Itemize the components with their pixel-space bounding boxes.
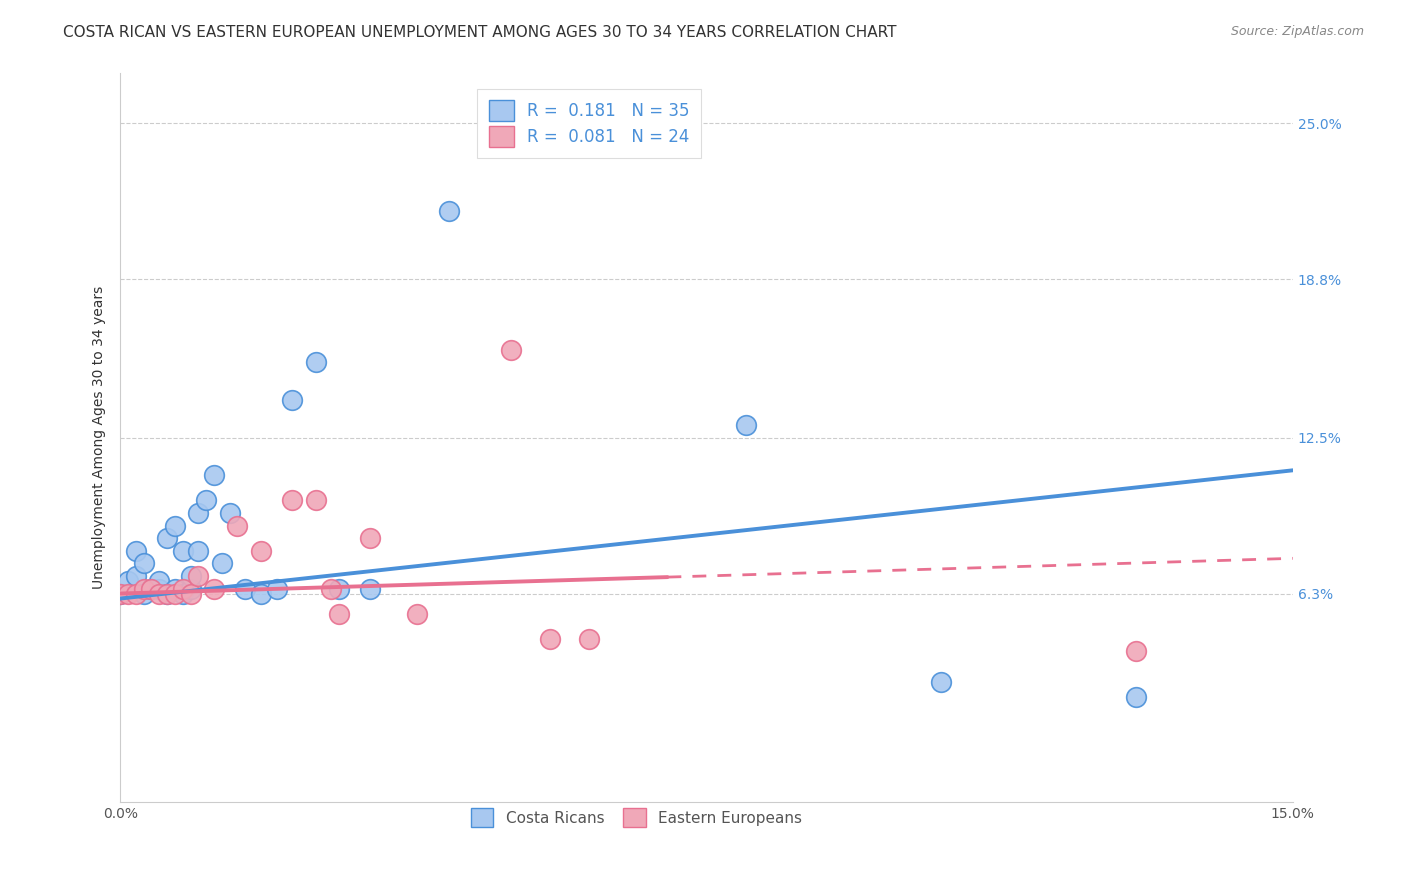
Point	[148, 586, 170, 600]
Point	[156, 531, 179, 545]
Point	[359, 531, 381, 545]
Point	[132, 582, 155, 596]
Point	[218, 506, 240, 520]
Point	[578, 632, 600, 646]
Point	[148, 574, 170, 588]
Point	[163, 518, 186, 533]
Point	[132, 557, 155, 571]
Y-axis label: Unemployment Among Ages 30 to 34 years: Unemployment Among Ages 30 to 34 years	[93, 286, 107, 590]
Point	[187, 506, 209, 520]
Point	[359, 582, 381, 596]
Point	[163, 586, 186, 600]
Point	[250, 543, 273, 558]
Point	[141, 582, 163, 596]
Point	[195, 493, 218, 508]
Point	[163, 582, 186, 596]
Point	[141, 582, 163, 596]
Point	[172, 543, 194, 558]
Point	[281, 493, 304, 508]
Point	[328, 607, 350, 621]
Point	[226, 518, 249, 533]
Point	[734, 418, 756, 433]
Point	[281, 392, 304, 407]
Text: COSTA RICAN VS EASTERN EUROPEAN UNEMPLOYMENT AMONG AGES 30 TO 34 YEARS CORRELATI: COSTA RICAN VS EASTERN EUROPEAN UNEMPLOY…	[63, 25, 897, 40]
Point	[110, 586, 132, 600]
Point	[1125, 690, 1147, 704]
Point	[305, 355, 328, 369]
Point	[172, 586, 194, 600]
Point	[148, 582, 170, 596]
Point	[321, 582, 343, 596]
Point	[187, 569, 209, 583]
Point	[929, 674, 952, 689]
Point	[305, 493, 328, 508]
Point	[125, 569, 148, 583]
Point	[538, 632, 561, 646]
Point	[180, 586, 202, 600]
Point	[202, 468, 225, 483]
Legend: Costa Ricans, Eastern Europeans: Costa Ricans, Eastern Europeans	[463, 801, 810, 835]
Point	[499, 343, 522, 357]
Point	[180, 569, 202, 583]
Point	[233, 582, 256, 596]
Point	[132, 586, 155, 600]
Point	[1125, 644, 1147, 658]
Text: Source: ZipAtlas.com: Source: ZipAtlas.com	[1230, 25, 1364, 38]
Point	[328, 582, 350, 596]
Point	[117, 574, 139, 588]
Point	[125, 543, 148, 558]
Point	[437, 204, 460, 219]
Point	[406, 607, 429, 621]
Point	[211, 557, 233, 571]
Point	[125, 586, 148, 600]
Point	[266, 582, 288, 596]
Point	[110, 586, 132, 600]
Point	[172, 582, 194, 596]
Point	[156, 586, 179, 600]
Point	[156, 586, 179, 600]
Point	[250, 586, 273, 600]
Point	[187, 543, 209, 558]
Point	[202, 582, 225, 596]
Point	[180, 582, 202, 596]
Point	[117, 586, 139, 600]
